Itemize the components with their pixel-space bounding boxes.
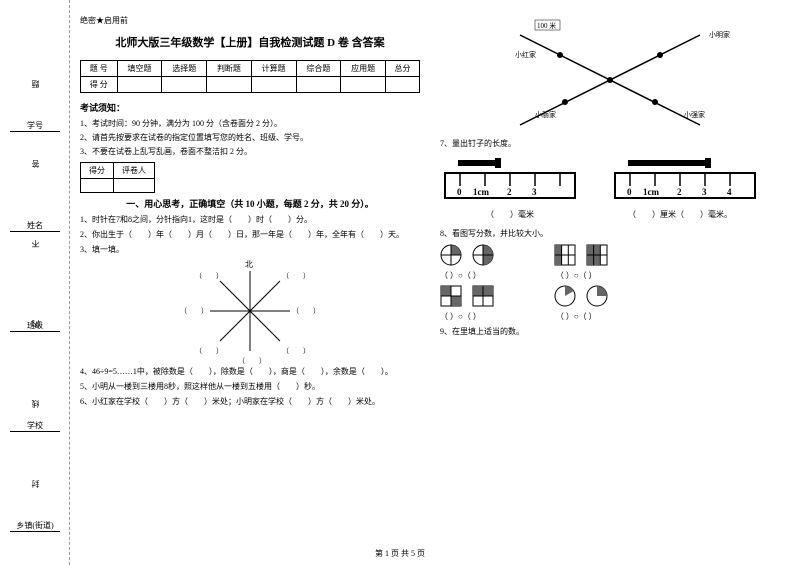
notice-line: 1、考试时间：90 分钟，满分为 100 分（含卷面分 2 分）。 — [80, 118, 420, 129]
svg-text:3: 3 — [532, 187, 537, 197]
square-fraction-icon — [472, 285, 494, 307]
compare-text: （ ）○（ ） — [440, 270, 481, 281]
square-fraction-icon — [586, 244, 608, 266]
notice-line: 2、请首先按要求在试卷的指定位置填写您的姓名、班级、学号。 — [80, 132, 420, 143]
ruler-1: 0 1cm 2 3 （ ）毫米 — [440, 158, 580, 220]
svg-text:100 米: 100 米 — [537, 21, 556, 30]
score-cell[interactable] — [296, 77, 341, 93]
score-cell[interactable] — [251, 77, 296, 93]
score-header: 计算题 — [251, 61, 296, 77]
ruler-2: 0 1cm 2 3 4 （ ）厘米（ ）毫米。 — [610, 158, 750, 220]
field-name[interactable]: 姓名 — [10, 220, 60, 232]
main-content: 绝密★启用前 北师大版三年级数学【上册】自我检测试题 D 卷 含答案 题 号 填… — [80, 15, 780, 411]
section-heading: 一、用心思考，正确填空（共 10 小题，每题 2 分，共 20 分）。 — [80, 197, 420, 210]
question-7: 7、量出钉子的长度。 — [440, 138, 780, 150]
score-row-label: 得 分 — [81, 77, 118, 93]
compass-blank: （ ） — [195, 271, 223, 281]
svg-text:2: 2 — [677, 187, 682, 197]
page-title: 北师大版三年级数学【上册】自我检测试题 D 卷 含答案 — [80, 34, 420, 50]
field-school[interactable]: 学校 — [10, 420, 60, 432]
question-5: 5、小明从一楼到三楼用8秒，照这样他从一楼到五楼用（ ）秒。 — [80, 381, 420, 393]
circle-fraction-icon — [554, 285, 576, 307]
svg-text:1cm: 1cm — [473, 187, 489, 197]
field-township[interactable]: 乡镇(街道) — [10, 520, 60, 532]
compass-blank: （ ） — [238, 356, 266, 366]
fraction-row-2 — [440, 285, 780, 307]
seal-mark: 内 — [30, 320, 41, 328]
compare-text: （ ）○（ ） — [556, 270, 597, 281]
score-header: 题 号 — [81, 61, 118, 77]
question-3: 3、填一填。 — [80, 244, 420, 256]
secret-label: 绝密★启用前 — [80, 15, 420, 26]
question-1: 1、时针在7和8之间，分针指向1，这时是（ ）时（ ）分。 — [80, 214, 420, 226]
compass-north: 北 — [245, 259, 253, 270]
map-label: 小明家 — [709, 30, 730, 40]
binding-area: 乡镇(街道) 学校 班级 姓名 学号 封 线 内 不 答 题 — [0, 0, 70, 565]
seal-mark: 不 — [30, 240, 41, 248]
question-8: 8、看图写分数，并比较大小。 — [440, 228, 780, 240]
seal-mark: 线 — [30, 400, 41, 408]
notice-heading: 考试须知： — [80, 101, 420, 114]
score-header: 应用题 — [341, 61, 386, 77]
svg-text:2: 2 — [507, 187, 512, 197]
score-header: 判断题 — [207, 61, 252, 77]
score-header: 综合题 — [296, 61, 341, 77]
score-cell[interactable] — [341, 77, 386, 93]
circle-fraction-icon — [472, 244, 494, 266]
score-header: 总分 — [386, 61, 420, 77]
score-cell[interactable] — [117, 77, 162, 93]
question-4: 4、46÷9=5……1中，被除数是（ ），除数是（ ），商是（ ），余数是（ ）… — [80, 366, 420, 378]
circle-fraction-icon — [586, 285, 608, 307]
question-9: 9、在里填上适当的数。 — [440, 326, 780, 338]
svg-text:1cm: 1cm — [643, 187, 659, 197]
svg-text:4: 4 — [727, 187, 732, 197]
score-cell[interactable] — [207, 77, 252, 93]
notice-line: 3、不要在试卷上乱写乱画，卷面不整洁扣 2 分。 — [80, 146, 420, 157]
fraction-row-1 — [440, 244, 780, 266]
question-6: 6、小红家在学校（ ）方（ ）米处；小明家在学校（ ）方（ ）米处。 — [80, 396, 420, 408]
map-label: 小丽家 — [535, 110, 556, 120]
question-2: 2、你出生于（ ）年（ ）月（ ）日，那一年是（ ）年，全年有（ ）天。 — [80, 229, 420, 241]
square-fraction-icon — [554, 244, 576, 266]
ruler-label-2: （ ）厘米（ ）毫米。 — [610, 209, 750, 220]
ruler-label-1: （ ）毫米 — [440, 209, 580, 220]
right-column: 100 米 小明家 小红家 小丽家 小强家 7、量出钉子的长度。 0 — [440, 15, 780, 411]
circle-fraction-icon — [440, 244, 462, 266]
compass-diagram: 北 （ ） （ ） （ ） （ ） （ ） （ ） （ ） — [190, 261, 310, 361]
compass-blank: （ ） — [180, 306, 208, 316]
compass-blank: （ ） — [195, 346, 223, 356]
field-id[interactable]: 学号 — [10, 120, 60, 132]
score-header: 填空题 — [117, 61, 162, 77]
fraction-compare-1: （ ）○（ ） （ ）○（ ） — [440, 270, 780, 281]
map-label: 小红家 — [515, 50, 536, 60]
left-column: 绝密★启用前 北师大版三年级数学【上册】自我检测试题 D 卷 含答案 题 号 填… — [80, 15, 420, 411]
seal-mark: 答 — [30, 160, 41, 168]
map-label: 小强家 — [684, 110, 705, 120]
seal-mark: 题 — [30, 80, 41, 88]
seal-mark: 封 — [30, 480, 41, 488]
ruler-row: 0 1cm 2 3 （ ）毫米 0 1cm — [440, 158, 780, 220]
score-table: 题 号 填空题 选择题 判断题 计算题 综合题 应用题 总分 得 分 — [80, 60, 420, 93]
mini-header: 得分 — [81, 162, 114, 178]
svg-text:0: 0 — [627, 187, 632, 197]
compare-text: （ ）○（ ） — [556, 311, 597, 322]
fraction-compare-2: （ ）○（ ） （ ）○（ ） — [440, 311, 780, 322]
mini-header: 评卷人 — [114, 162, 155, 178]
svg-text:0: 0 — [457, 187, 462, 197]
compass-blank: （ ） — [282, 271, 310, 281]
square-fraction-icon — [440, 285, 462, 307]
grade-table: 得分 评卷人 — [80, 162, 155, 193]
mini-cell[interactable] — [81, 178, 114, 192]
score-cell[interactable] — [386, 77, 420, 93]
page-footer: 第 1 页 共 5 页 — [0, 548, 800, 559]
compare-text: （ ）○（ ） — [440, 311, 481, 322]
score-header: 选择题 — [162, 61, 207, 77]
svg-text:3: 3 — [702, 187, 707, 197]
map-diagram: 100 米 小明家 小红家 小丽家 小强家 — [440, 15, 780, 135]
mini-cell[interactable] — [114, 178, 155, 192]
compass-blank: （ ） — [292, 306, 320, 316]
compass-blank: （ ） — [282, 346, 310, 356]
score-cell[interactable] — [162, 77, 207, 93]
